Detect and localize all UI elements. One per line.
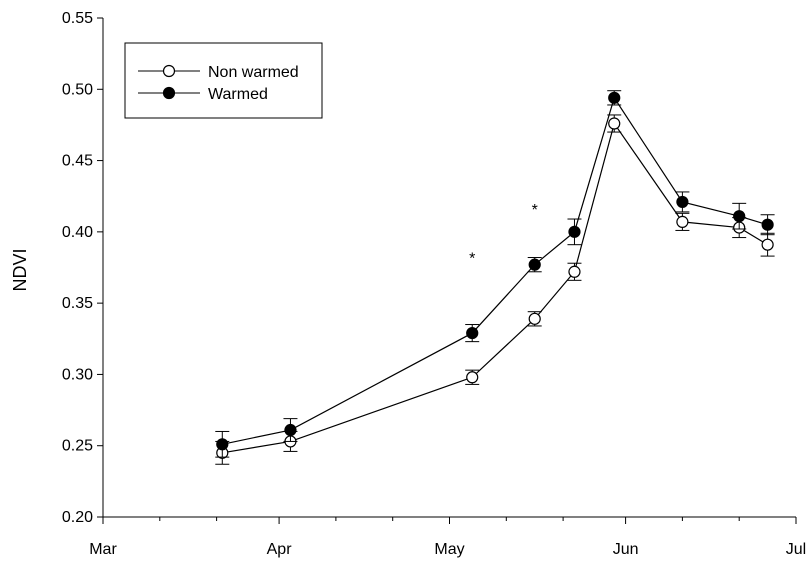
y-tick-label: 0.25 xyxy=(62,438,93,455)
y-tick-label: 0.45 xyxy=(62,153,93,170)
data-point xyxy=(609,118,620,129)
y-tick-label: 0.35 xyxy=(62,295,93,312)
x-tick-label: Jun xyxy=(613,541,639,558)
significance-asterisk: * xyxy=(532,202,538,219)
y-tick-label: 0.50 xyxy=(62,81,93,98)
series-line xyxy=(222,98,767,444)
data-point xyxy=(285,425,296,436)
legend: Non warmed Warmed xyxy=(125,43,322,118)
series-warmed xyxy=(215,91,774,457)
significance-asterisk: * xyxy=(469,251,475,268)
y-tick-label: 0.20 xyxy=(62,509,93,526)
data-point xyxy=(762,219,773,230)
data-point xyxy=(677,216,688,227)
x-tick-label: Jul xyxy=(786,541,806,558)
x-tick-label: Mar xyxy=(89,541,117,558)
series-non-warmed xyxy=(215,115,774,464)
annotations: ** xyxy=(469,202,538,267)
data-point xyxy=(467,328,478,339)
series-layer xyxy=(215,91,774,465)
legend-label-non-warmed: Non warmed xyxy=(208,64,299,81)
data-point xyxy=(677,196,688,207)
x-ticks: Mar Apr May Jun Jul xyxy=(89,517,806,558)
legend-label-warmed: Warmed xyxy=(208,86,268,103)
x-tick-label: May xyxy=(434,541,464,558)
y-tick-label: 0.55 xyxy=(62,10,93,27)
data-point xyxy=(529,259,540,270)
y-tick-label: 0.40 xyxy=(62,224,93,241)
series-line xyxy=(222,124,767,453)
legend-marker-warmed xyxy=(164,88,175,99)
x-tick-label: Apr xyxy=(267,541,293,558)
data-point xyxy=(762,239,773,250)
y-ticks: 0.20 0.25 0.30 0.35 0.40 0.45 0.50 0.55 xyxy=(62,10,103,526)
data-point xyxy=(569,266,580,277)
data-point xyxy=(734,211,745,222)
data-point xyxy=(609,92,620,103)
legend-marker-non-warmed xyxy=(164,66,175,77)
data-point xyxy=(467,372,478,383)
data-point xyxy=(529,313,540,324)
y-axis-label: NDVI xyxy=(10,248,30,291)
data-point xyxy=(569,226,580,237)
data-point xyxy=(217,439,228,450)
y-tick-label: 0.30 xyxy=(62,366,93,383)
